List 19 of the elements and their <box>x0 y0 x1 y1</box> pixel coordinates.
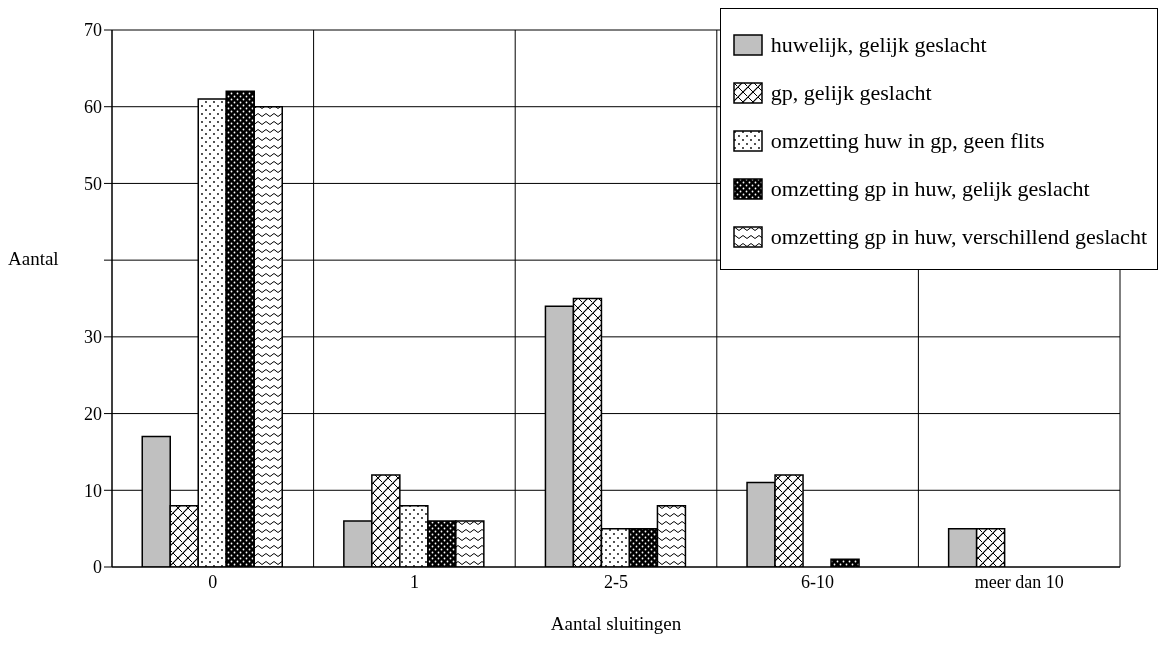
y-tick-label: 20 <box>84 403 102 424</box>
x-axis-title: Aantal sluitingen <box>550 613 682 634</box>
x-tick-label: 2-5 <box>604 571 628 592</box>
y-axis-title: Aantal <box>8 248 59 271</box>
y-tick-label: 60 <box>84 97 102 118</box>
legend-label: omzetting huw in gp, geen flits <box>770 128 1045 154</box>
legend-label: gp, gelijk geslacht <box>770 80 932 106</box>
legend-label: huwelijk, gelijk geslacht <box>770 32 987 58</box>
legend-label: omzetting gp in huw, verschillend geslacht <box>770 224 1147 250</box>
y-tick-label: 70 <box>84 20 102 41</box>
y-tick-label: 0 <box>93 557 102 578</box>
legend-label: omzetting gp in huw, gelijk geslacht <box>770 176 1090 202</box>
x-tick-label: 6-10 <box>801 571 835 592</box>
x-tick-label: meer dan 10 <box>974 571 1064 592</box>
x-tick-label: 0 <box>208 571 218 592</box>
y-tick-label: 50 <box>84 173 102 194</box>
y-tick-label: 10 <box>84 480 102 501</box>
x-tick-label: 1 <box>409 571 419 592</box>
y-tick-label: 30 <box>84 327 102 348</box>
